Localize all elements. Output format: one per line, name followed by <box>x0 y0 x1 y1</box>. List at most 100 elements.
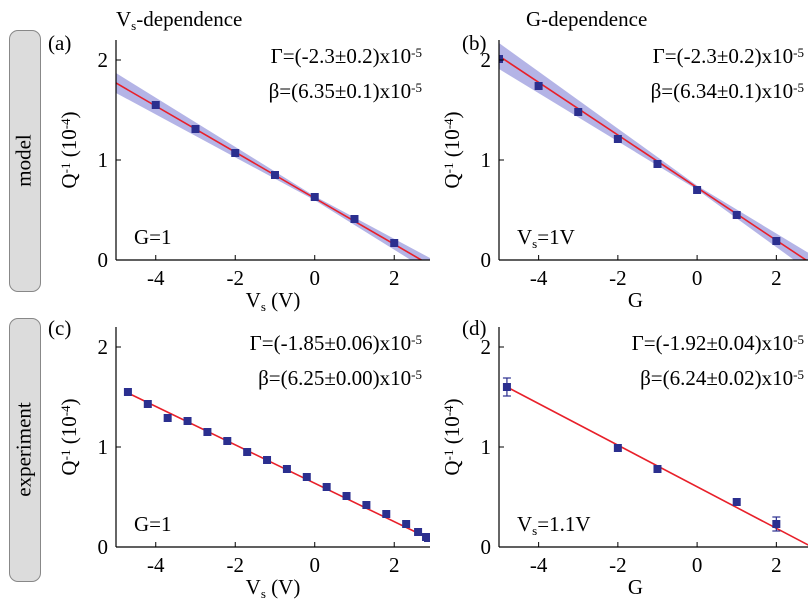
x-tick-label: 2 <box>771 266 782 290</box>
data-point <box>183 417 192 425</box>
x-axis-label-part: (V) <box>266 288 300 312</box>
plot-area <box>499 43 808 260</box>
gamma-annotation-part: Γ=(-1.85±0.06)x10 <box>250 331 412 355</box>
x-tick-label: -4 <box>530 266 548 290</box>
y-axis-label: Q-1 (10-4) <box>57 398 81 475</box>
data-point <box>350 215 359 223</box>
data-point <box>693 186 702 194</box>
x-tick-label: 0 <box>309 553 320 577</box>
y-axis-label-part: (10 <box>440 129 464 162</box>
col-title-vs-part: s <box>131 18 136 33</box>
panel-label: (d) <box>462 316 487 340</box>
panel-label: (a) <box>48 31 71 55</box>
x-tick-label: 2 <box>389 553 400 577</box>
y-axis-label-part: -4 <box>441 118 456 129</box>
data-point <box>223 437 232 445</box>
x-tick-label: -2 <box>609 553 627 577</box>
data-point <box>732 211 741 219</box>
col-title-g-part: G-dependence <box>526 7 647 31</box>
y-tick-label: 2 <box>481 48 492 72</box>
data-point <box>203 428 212 436</box>
beta-annotation-part: -5 <box>793 80 804 95</box>
condition-label-part: =1V <box>537 225 575 249</box>
y-axis-label-part: (10 <box>57 416 81 449</box>
x-axis-label: Vs (V) <box>246 288 301 314</box>
y-axis-label-part: -1 <box>58 163 73 174</box>
y-axis-label: Q-1 (10-4) <box>57 111 81 188</box>
y-axis-label-part: -1 <box>58 450 73 461</box>
y-axis-label-part: ) <box>440 111 464 118</box>
gamma-annotation-part: Γ=(-1.92±0.04)x10 <box>632 331 794 355</box>
condition-label-part: G=1 <box>134 512 172 536</box>
x-tick-label: 2 <box>771 553 782 577</box>
x-tick-label: -2 <box>226 553 244 577</box>
y-tick-label: 1 <box>98 148 109 172</box>
data-point <box>123 388 132 396</box>
y-tick-label: 0 <box>98 248 109 272</box>
beta-annotation: β=(6.35±0.1)x10-5 <box>269 79 422 103</box>
data-point <box>362 501 371 509</box>
x-tick-label: 0 <box>692 266 703 290</box>
x-tick-label: -4 <box>147 553 165 577</box>
x-axis-label-part: V <box>246 288 261 312</box>
condition-label-part: =1.1V <box>537 512 590 536</box>
data-point <box>231 149 240 157</box>
y-tick-label: 0 <box>98 535 109 559</box>
gamma-annotation: Γ=(-1.85±0.06)x10-5 <box>250 331 422 355</box>
condition-label-part: s <box>532 236 537 251</box>
y-axis-label-part: ) <box>57 398 81 405</box>
data-point <box>382 510 391 518</box>
y-tick-label: 2 <box>481 335 492 359</box>
gamma-annotation-part: -5 <box>793 332 804 347</box>
x-axis-label-part: s <box>261 586 266 601</box>
condition-label-part: V <box>517 512 532 536</box>
data-point <box>772 237 781 245</box>
y-axis-label-part: -4 <box>441 405 456 416</box>
gamma-annotation-part: -5 <box>411 332 422 347</box>
x-tick-label: -4 <box>147 266 165 290</box>
y-tick-label: 1 <box>98 435 109 459</box>
y-axis-label-part: Q <box>440 460 464 475</box>
data-point <box>243 448 252 456</box>
x-axis-label-part: V <box>246 575 261 599</box>
y-axis-label-part: Q <box>440 173 464 188</box>
col-title-vs-part: V <box>116 7 131 31</box>
x-axis-label-part: (V) <box>266 575 300 599</box>
beta-annotation-part: β=(6.35±0.1)x10 <box>269 79 412 103</box>
y-axis-label-part: ) <box>57 111 81 118</box>
data-point <box>772 520 781 528</box>
gamma-annotation: Γ=(-2.3±0.2)x10-5 <box>271 44 422 68</box>
x-tick-label: 0 <box>309 266 320 290</box>
data-point <box>282 465 291 473</box>
data-point <box>574 108 583 116</box>
data-point <box>502 383 511 391</box>
y-axis-label-part: (10 <box>440 416 464 449</box>
x-tick-label: 0 <box>692 553 703 577</box>
data-point <box>414 528 423 536</box>
data-point <box>143 400 152 408</box>
y-axis-label-part: -1 <box>441 450 456 461</box>
col-title-vs-part: -dependence <box>136 7 242 31</box>
y-axis-label-part: Q <box>57 460 81 475</box>
x-tick-label: -2 <box>226 266 244 290</box>
beta-annotation: β=(6.25±0.00)x10-5 <box>258 366 422 390</box>
data-point <box>653 465 662 473</box>
y-tick-label: 0 <box>481 248 492 272</box>
plot-area <box>116 73 430 260</box>
y-tick-label: 2 <box>98 48 109 72</box>
data-point <box>302 473 311 481</box>
data-point <box>310 193 319 201</box>
x-axis-label-part: G <box>628 288 643 312</box>
gamma-annotation-part: Γ=(-2.3±0.2)x10 <box>653 44 794 68</box>
beta-annotation-part: -5 <box>793 367 804 382</box>
row-label-box-experiment <box>9 318 41 582</box>
data-point <box>653 160 662 168</box>
y-tick-label: 1 <box>481 148 492 172</box>
x-tick-label: -2 <box>609 266 627 290</box>
y-axis-label-part: Q <box>57 173 81 188</box>
data-point <box>322 483 331 491</box>
